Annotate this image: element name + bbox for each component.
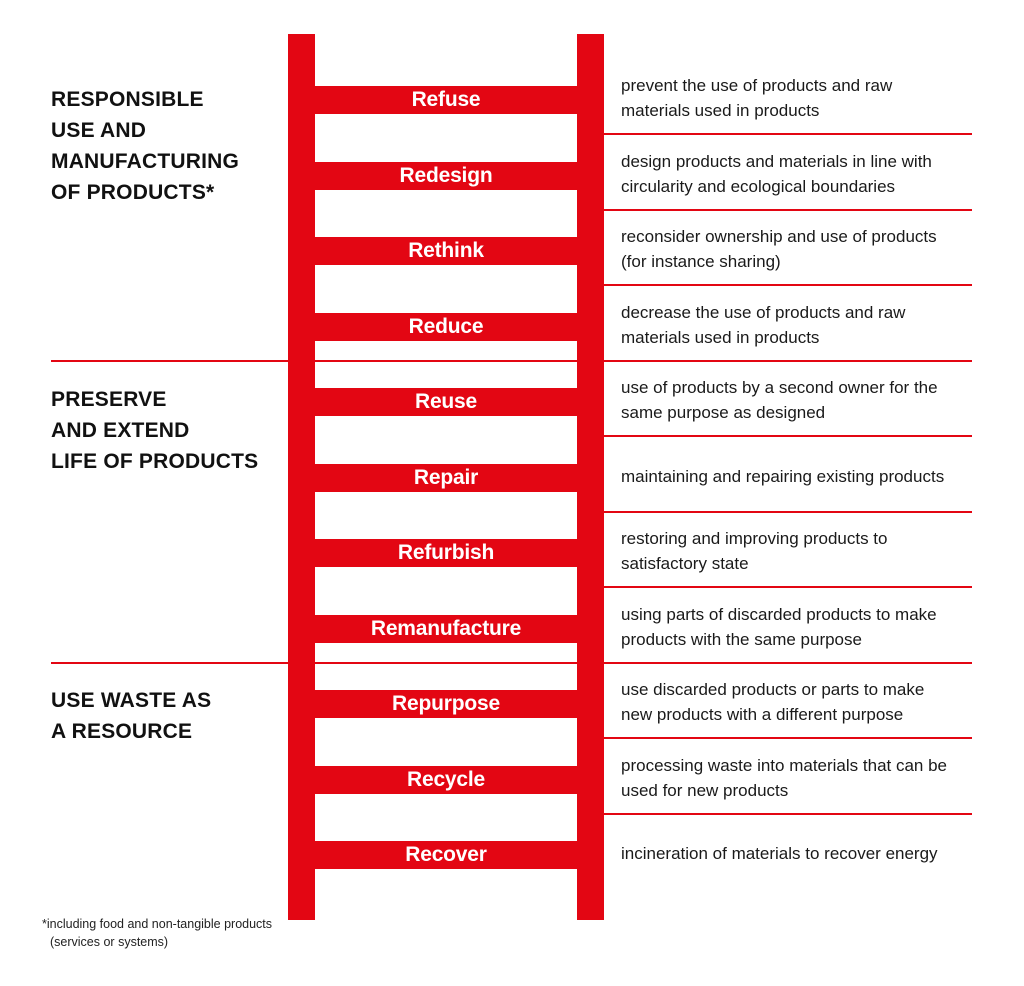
step-description: decrease the use of products and raw mate…: [621, 300, 971, 350]
group-heading: RESPONSIBLE USE AND MANUFACTURING OF PRODUC…: [51, 84, 239, 208]
step-description: design products and materials in line wi…: [621, 149, 971, 199]
row-divider-line: [604, 284, 972, 286]
step-description: reconsider ownership and use of products…: [621, 224, 971, 274]
rung-rethink: Rethink: [315, 237, 577, 265]
rung-repurpose: Repurpose: [315, 690, 577, 718]
description-line: maintaining and repairing existing produ…: [621, 467, 945, 486]
step-description: use of products by a second owner for th…: [621, 375, 971, 425]
description-line: products with the same purpose: [621, 630, 862, 649]
step-description: processing waste into materials that can…: [621, 753, 971, 803]
group-heading-line: PRESERVE: [51, 388, 167, 411]
row-divider-line: [604, 586, 972, 588]
description-line: prevent the use of products and raw: [621, 76, 893, 95]
ladder-right-rail: [577, 34, 604, 920]
description-line: restoring and improving products to: [621, 529, 888, 548]
description-line: new products with a different purpose: [621, 705, 904, 724]
step-description: restoring and improving products to satis…: [621, 526, 971, 576]
description-line: same purpose as designed: [621, 403, 826, 422]
group-heading-line: RESPONSIBLE: [51, 88, 204, 111]
footnote-line: (services or systems): [50, 935, 169, 949]
rung-reduce: Reduce: [315, 313, 577, 341]
group-heading-line: USE AND: [51, 119, 147, 142]
group-heading-line: LIFE OF PRODUCTS: [51, 450, 259, 473]
row-divider-line: [604, 511, 972, 513]
description-line: used for new products: [621, 781, 789, 800]
row-divider-line: [604, 435, 972, 437]
rung-recover: Recover: [315, 841, 577, 869]
row-divider-line: [604, 813, 972, 815]
description-line: using parts of discarded products to mak…: [621, 605, 937, 624]
group-heading-line: A RESOURCE: [51, 720, 193, 743]
rung-remanufacture: Remanufacture: [315, 615, 577, 643]
row-divider-line: [604, 209, 972, 211]
description-line: (for instance sharing): [621, 252, 781, 271]
step-description: prevent the use of products and raw mater…: [621, 73, 971, 123]
group-divider-line: [51, 360, 972, 362]
group-heading-line: AND EXTEND: [51, 419, 190, 442]
rung-refuse: Refuse: [315, 86, 577, 114]
step-description: maintaining and repairing existing produ…: [621, 464, 971, 489]
step-description: use discarded products or parts to make n…: [621, 677, 971, 727]
group-heading: USE WASTE AS A RESOURCE: [51, 685, 211, 747]
ladder-left-rail: [288, 34, 315, 920]
description-line: use of products by a second owner for th…: [621, 378, 938, 397]
rung-repair: Repair: [315, 464, 577, 492]
rung-reuse: Reuse: [315, 388, 577, 416]
description-line: materials used in products: [621, 101, 820, 120]
group-heading-line: OF PRODUCTS*: [51, 181, 215, 204]
description-line: incineration of materials to recover ene…: [621, 844, 938, 863]
row-divider-line: [604, 737, 972, 739]
description-line: materials used in products: [621, 328, 820, 347]
description-line: design products and materials in line wi…: [621, 152, 932, 171]
description-line: use discarded products or parts to make: [621, 680, 925, 699]
description-line: reconsider ownership and use of products: [621, 227, 937, 246]
group-heading: PRESERVE AND EXTEND LIFE OF PRODUCTS: [51, 384, 258, 477]
rung-refurbish: Refurbish: [315, 539, 577, 567]
step-description: incineration of materials to recover ene…: [621, 841, 971, 866]
rung-recycle: Recycle: [315, 766, 577, 794]
description-line: processing waste into materials that can…: [621, 756, 948, 775]
group-heading-line: USE WASTE AS: [51, 689, 212, 712]
description-line: circularity and ecological boundaries: [621, 177, 896, 196]
description-line: satisfactory state: [621, 554, 749, 573]
rung-redesign: Redesign: [315, 162, 577, 190]
description-line: decrease the use of products and raw: [621, 303, 906, 322]
group-heading-line: MANUFACTURING: [51, 150, 240, 173]
footnote: *including food and non-tangible product…: [42, 915, 272, 951]
group-divider-line: [51, 662, 972, 664]
row-divider-line: [604, 133, 972, 135]
footnote-line: *including food and non-tangible product…: [42, 917, 273, 931]
step-description: using parts of discarded products to mak…: [621, 602, 971, 652]
